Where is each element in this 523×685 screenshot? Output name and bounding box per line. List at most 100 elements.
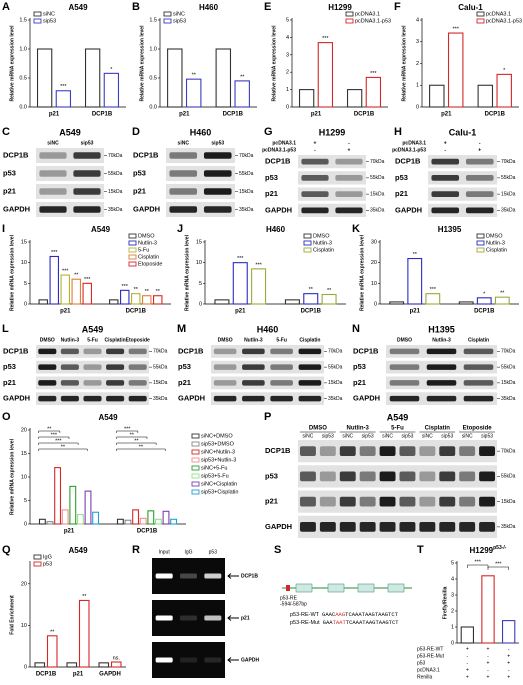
legend-label: Etoposide [138,261,162,267]
blot-band [106,395,125,402]
gel-band [179,657,198,663]
blot-band [60,380,79,386]
legend-label: sip53+Cisplatin [201,489,238,495]
table-cell: + [507,660,510,666]
blot-band [463,348,494,355]
lane-label: 5-Fu [87,337,98,343]
blot-band [38,380,57,386]
blot-band [439,446,456,457]
blot-band [463,364,494,370]
legend-swatch [191,433,200,439]
y-tick-label: 20 [21,581,27,587]
legend-swatch [33,561,42,567]
significance: *** [255,262,262,268]
blot-band [169,170,198,177]
bar [234,80,250,108]
band-label: GAPDH [241,657,259,663]
protein-label: p53 [395,173,408,182]
marker-label: 15kDa [328,380,343,386]
x-tick-label: DCP1B [36,672,57,678]
y-tick-label: 0 [451,640,454,646]
bar [60,274,70,305]
marker-label: 70kDa [239,153,254,159]
bar [303,293,319,305]
blot-band [335,191,363,198]
table-row-label: p53 [417,660,426,666]
marker-label: 55kDa [370,175,385,181]
marker-label: 70kDa [370,159,385,165]
blot-band [465,158,494,165]
bar [284,299,300,305]
sequence-name: p53-RE-WT [290,612,320,618]
y-tick-label: 0.0 [19,104,27,110]
legend-swatch [128,240,137,246]
legend-label: sip53 [173,18,186,24]
condition-sign: + [348,147,351,153]
legend-label: Cisplatin [313,247,334,253]
legend-swatch [33,554,42,560]
gel-band [179,573,198,579]
lane-label: siNC [178,140,190,146]
bracket [467,564,489,568]
y-axis-label: Fold Enrichment [9,595,15,635]
legend-swatch [345,18,354,24]
bar [131,293,141,305]
chart-title-text: H1299 [470,546,494,555]
condition-sign: - [479,140,481,146]
marker-label: 70kDa [501,448,516,454]
legend-swatch [163,18,172,24]
chart-title: H460 [266,225,286,234]
chart-title-text: A549 [98,413,118,422]
lane-label: Nutlin-3 [432,337,451,343]
blot-band [479,521,496,532]
blot-title: H460 [190,127,212,137]
marker-label: 70kDa [328,349,343,355]
legend-swatch [476,11,485,17]
group-label: Nutlin-3 [347,426,370,432]
protein-label: DCP1B [265,446,291,455]
blot-band [301,191,329,198]
significance: ** [413,252,418,258]
x-tick-label: DCP1B [301,309,322,315]
bar [494,296,510,305]
bar [55,90,72,108]
y-tick-label: 0 [374,301,377,307]
lane-label: siNC [47,140,59,146]
legend-label: IgG [43,554,52,560]
blot-band [60,364,79,370]
bar [153,295,163,305]
bar [124,519,132,525]
lane-label: sip53 [81,140,94,146]
blot-band [419,496,436,507]
bar [389,301,405,305]
gel-band [155,573,173,579]
panel-label: M [177,323,186,335]
y-tick-label: 20 [371,260,377,266]
gel-band [204,657,222,663]
bar [98,662,110,668]
legend-label: DMSO [138,233,155,239]
y-tick-label: 10 [21,623,27,629]
blot-band [431,174,460,181]
condition-sign: + [444,140,447,146]
bar [46,635,58,668]
y-tick-label: 15 [21,451,27,457]
blot-band [39,206,67,213]
exon [387,583,405,593]
blot-band [38,395,57,402]
blot-strip [428,187,497,201]
legend-swatch [476,233,485,239]
blot-title: H1299 [319,127,346,137]
x-tick-label: DCP1B [137,529,158,535]
lane-label: Cisplatin [105,337,126,343]
bar [167,48,183,108]
gel-band [155,657,173,663]
bar [460,626,475,644]
protein-label: p21 [3,378,16,387]
bar [132,509,140,525]
bracket-label: ** [47,426,52,432]
blot-band [128,348,147,355]
legend-label: siNC+Nutlin-3 [201,449,235,455]
y-tick-label: 30 [371,239,377,245]
bar [429,84,445,108]
